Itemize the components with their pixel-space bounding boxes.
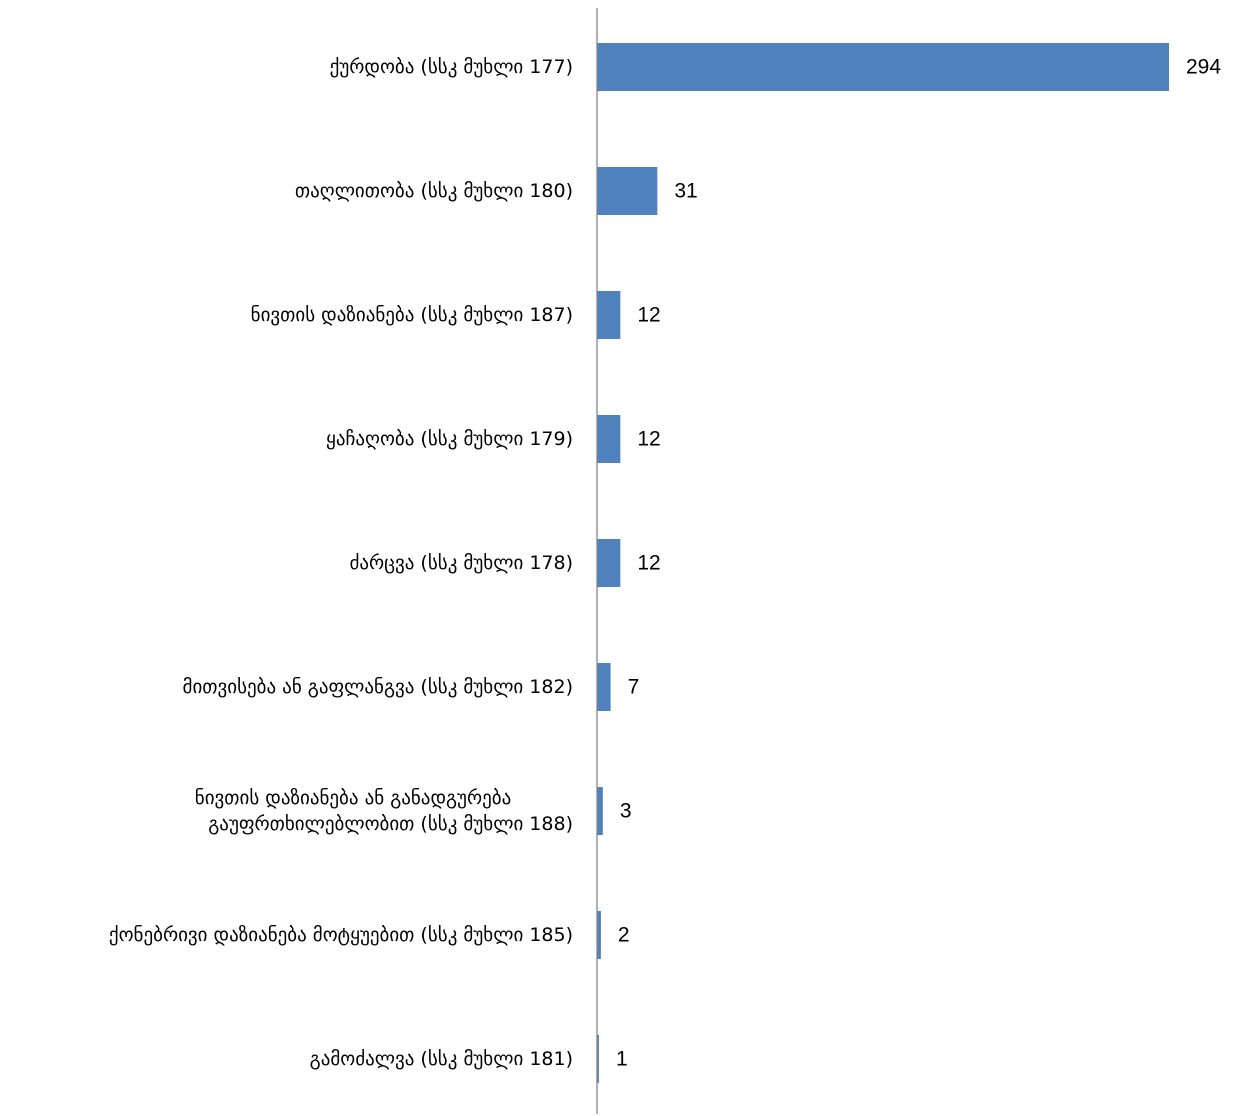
bar: [597, 167, 658, 215]
bar-value-label: 12: [637, 304, 660, 327]
category-label: გაუფრთხილებლობით (სსკ მუხლი 188): [208, 813, 573, 835]
bar-value-label: 12: [637, 428, 660, 451]
category-label: ქურდობა (სსკ მუხლი 177): [330, 56, 573, 78]
bar: [597, 43, 1169, 91]
bar-value-label: 31: [674, 180, 697, 203]
category-label: ნივთის დაზიანება ან განადგურება: [195, 787, 511, 809]
bar: [597, 663, 611, 711]
category-label: გამოძალვა (სსკ მუხლი 181): [310, 1048, 573, 1070]
category-label: თაღლითობა (სსკ მუხლი 180): [295, 180, 573, 202]
bar: [597, 911, 601, 959]
bar: [597, 539, 621, 587]
value-labels-group: 294 31 12 12 12 7 3 2 1: [616, 56, 1221, 1071]
category-label: ძარცვა (სსკ მუხლი 178): [349, 552, 573, 574]
bar-value-label: 12: [637, 552, 660, 575]
category-label: ყაჩაღობა (სსკ მუხლი 179): [326, 428, 573, 450]
bar-value-label: 7: [628, 676, 640, 699]
bar: [597, 291, 621, 339]
category-labels-group: ქურდობა (სსკ მუხლი 177) თაღლითობა (სსკ მუ…: [109, 56, 573, 1070]
bar-value-label: 1: [616, 1048, 628, 1071]
category-label: ნივთის დაზიანება (სსკ მუხლი 187): [251, 304, 573, 326]
bar-value-label: 294: [1186, 56, 1221, 79]
bar-value-label: 2: [618, 924, 630, 947]
bar-value-label: 3: [620, 800, 632, 823]
bars-group: [597, 43, 1169, 1083]
category-label: ქონებრივი დაზიანება მოტყუებით (სსკ მუხლი…: [109, 924, 573, 946]
bar: [597, 415, 621, 463]
category-label: მითვისება ან გაფლანგვა (სსკ მუხლი 182): [183, 676, 573, 698]
bar: [597, 1035, 599, 1083]
bar: [597, 787, 603, 835]
